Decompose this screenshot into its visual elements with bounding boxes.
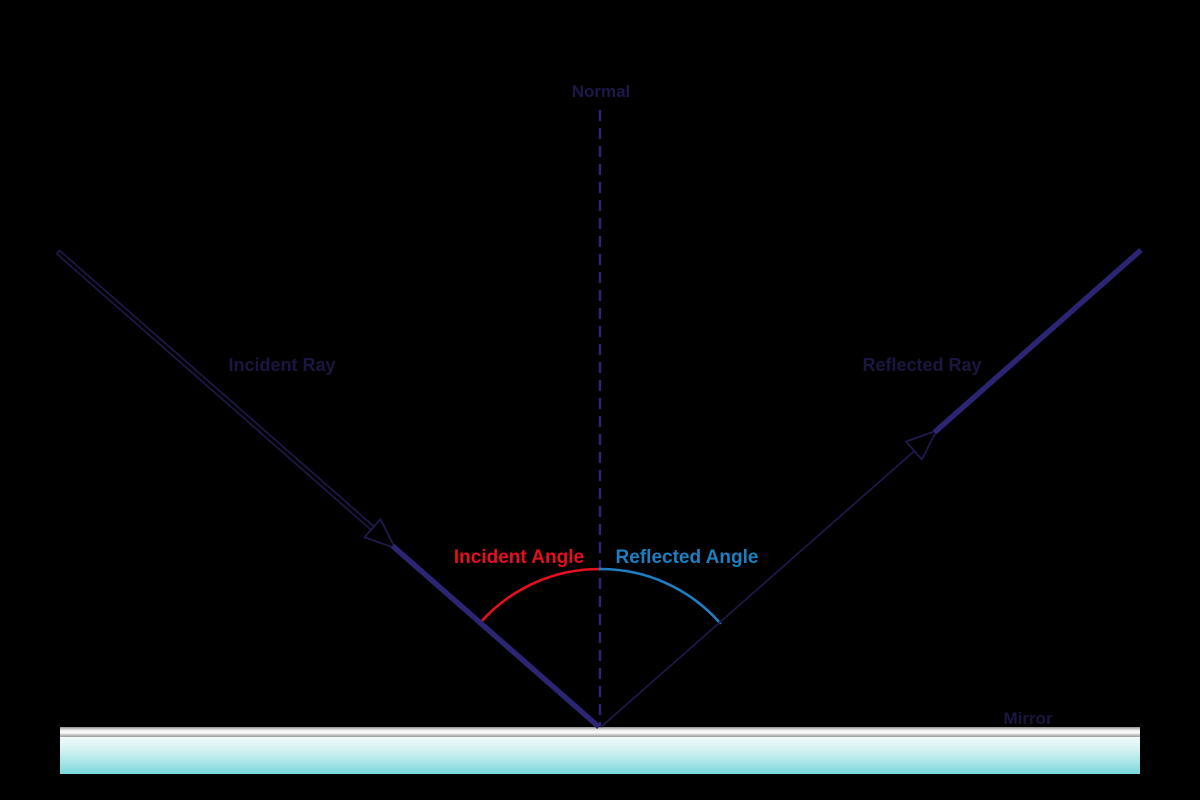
incident-ray-label: Incident Ray (228, 355, 335, 375)
incident-ray-arrowhead-icon (363, 518, 396, 549)
reflected-ray-label: Reflected Ray (862, 355, 981, 375)
incident-ray-thick-segment (390, 543, 601, 730)
mirror-glass-body (60, 737, 1140, 774)
incident-angle-arc (478, 567, 602, 625)
incident-ray-shaft-edge (56, 253, 372, 531)
reflected-ray (600, 247, 1143, 728)
incident-ray (55, 249, 601, 730)
reflected-ray-arrowhead-icon (905, 429, 938, 461)
incident-ray-start-cap (55, 249, 61, 255)
mirror (60, 727, 1140, 774)
mirror-silver-strip (60, 727, 1140, 737)
reflected-ray-thick-segment (932, 247, 1143, 435)
reflected-ray-shaft (600, 448, 917, 728)
normal-label: Normal (572, 82, 631, 101)
incident-ray-shaft-edge (58, 249, 375, 528)
reflected-angle-arc (598, 567, 722, 625)
incident-angle-label: Incident Angle (454, 547, 584, 568)
mirror-label: Mirror (1003, 709, 1053, 728)
reflected-angle-label: Reflected Angle (616, 547, 759, 568)
